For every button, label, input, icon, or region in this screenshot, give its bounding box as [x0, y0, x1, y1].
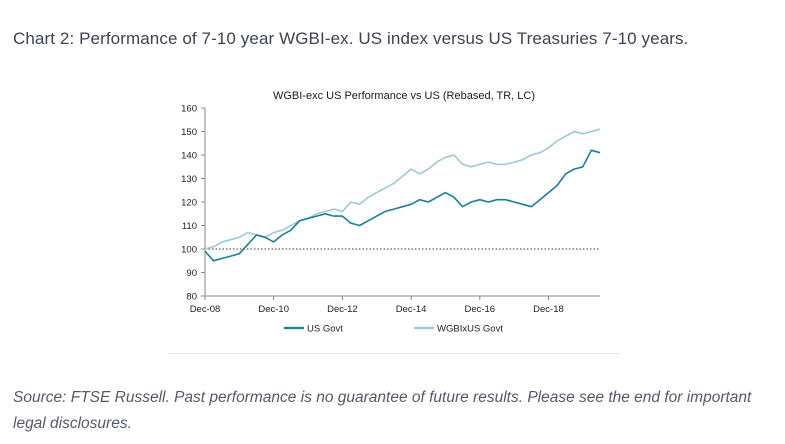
y-tick-label: 80: [186, 292, 197, 303]
y-tick-label: 130: [181, 174, 197, 185]
source-note: Source: FTSE Russell. Past performance i…: [13, 389, 752, 432]
y-axis: 80 90 100 110 120 130 140 150 160: [181, 104, 206, 303]
chart-svg: WGBI-exc US Performance vs US (Rebased, …: [181, 90, 601, 335]
legend-label-wgbixus-govt: WGBIxUS Govt: [437, 324, 503, 335]
y-tick-label: 100: [181, 245, 197, 256]
series-line-us-govt: [204, 149, 601, 262]
y-tick-label: 150: [181, 127, 197, 138]
series-layer: [204, 128, 601, 262]
page-heading: Chart 2: Performance of 7-10 year WGBI-e…: [13, 29, 689, 48]
x-tick-label: Dec-16: [464, 304, 495, 315]
y-tick-label: 90: [186, 268, 197, 279]
divider: [168, 353, 620, 354]
x-tick-label: Dec-10: [258, 304, 289, 315]
y-tick-label: 110: [182, 221, 197, 232]
x-tick-label: Dec-08: [190, 304, 221, 315]
x-tick-label: Dec-12: [327, 304, 358, 315]
y-tick-label: 140: [181, 151, 197, 162]
x-tick-label: Dec-18: [533, 304, 564, 315]
legend: US Govt WGBIxUS Govt: [284, 324, 503, 335]
chart-title: WGBI-exc US Performance vs US (Rebased, …: [273, 90, 535, 102]
y-tick-label: 160: [181, 104, 197, 115]
y-tick-label: 120: [181, 198, 197, 209]
series-line-wgbixus-govt: [204, 128, 601, 250]
legend-label-us-govt: US Govt: [307, 324, 343, 335]
line-chart: WGBI-exc US Performance vs US (Rebased, …: [168, 78, 618, 354]
x-tick-label: Dec-14: [396, 304, 427, 315]
x-axis: Dec-08 Dec-10 Dec-12 Dec-14 Dec-16 Dec-18: [190, 295, 600, 315]
